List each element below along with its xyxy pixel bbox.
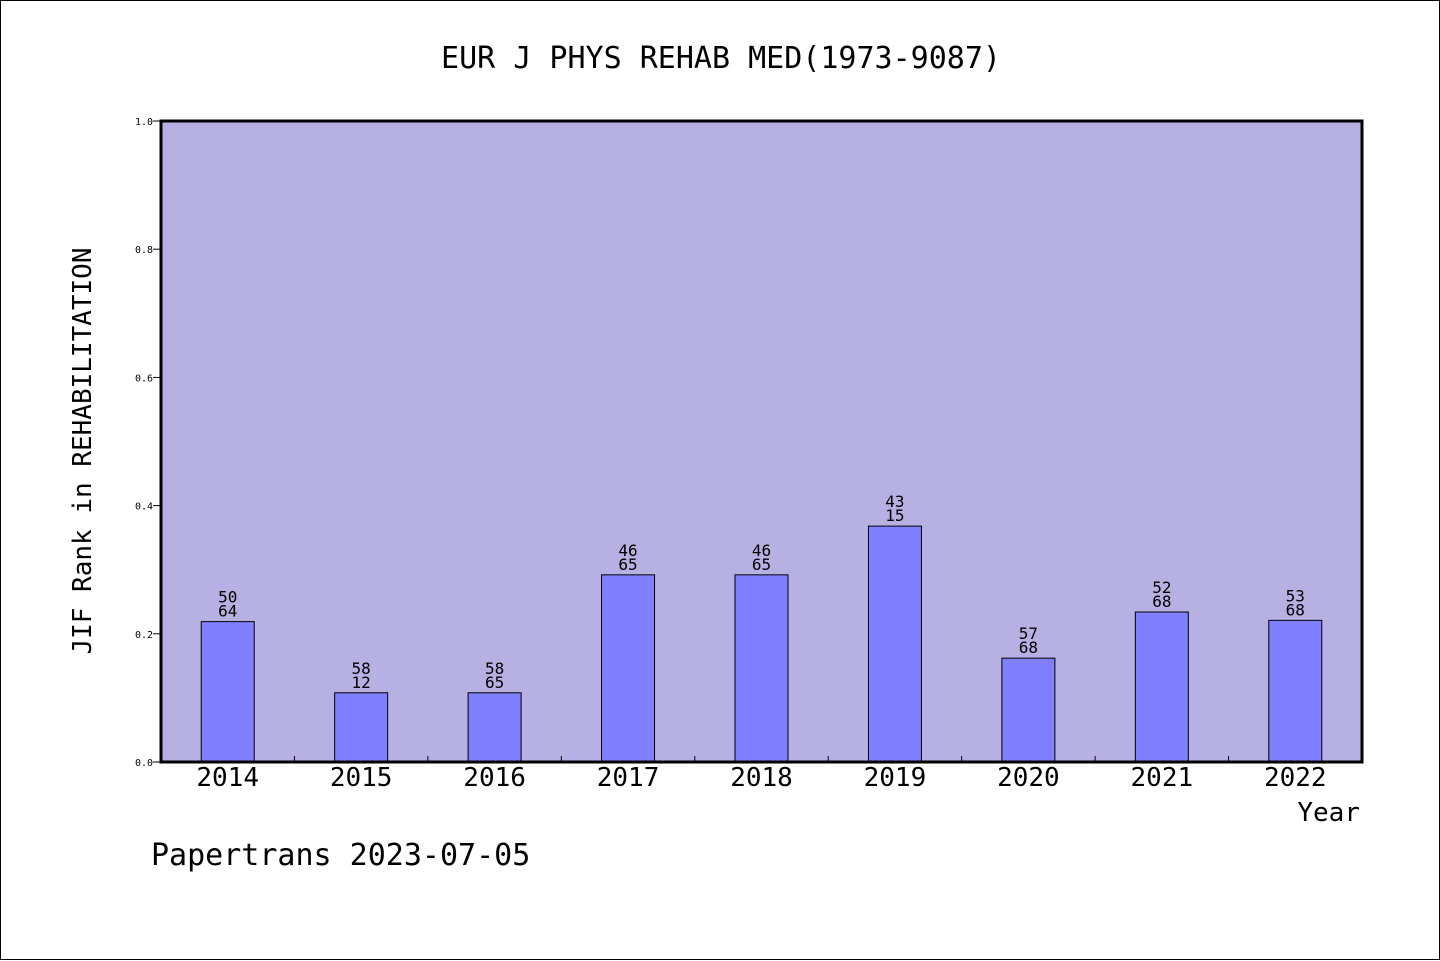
y-tick-label: 0.6: [135, 373, 153, 384]
y-tick-label: 0.8: [135, 245, 153, 256]
bar-label-total: 15: [885, 506, 904, 525]
plot-border: [159, 119, 1364, 764]
x-tick-label: 2017: [597, 763, 660, 793]
bar-label-rank: 46: [752, 541, 771, 560]
y-tick-label: 0.2: [135, 630, 153, 641]
bar-label-total: 68: [1019, 638, 1038, 657]
bar: [200, 621, 255, 763]
y-tick-label: 0.0: [135, 758, 153, 769]
bar: [467, 692, 522, 763]
bar-label-rank: 58: [485, 659, 504, 678]
bar-label-rank: 50: [218, 588, 237, 607]
x-tick-label: 2022: [1264, 763, 1327, 793]
y-tick-label: 0.4: [135, 502, 153, 513]
bar: [601, 574, 656, 763]
x-tick-label: 2014: [196, 763, 259, 793]
bar: [867, 525, 922, 763]
x-axis-ticks: 2014 2015 2016 2017 2018 2019 2020 2021 2022: [196, 756, 1327, 793]
bar: [1001, 657, 1056, 763]
bar-label-total: 65: [485, 673, 504, 692]
y-tick-label: 1.0: [135, 117, 153, 128]
bar-label-total: 64: [218, 602, 237, 621]
x-axis-label: Year: [1297, 798, 1360, 828]
bar-label-rank: 43: [885, 492, 904, 511]
bar-label-rank: 52: [1152, 578, 1171, 597]
bars: [200, 525, 1323, 763]
bar: [1134, 611, 1189, 763]
x-tick-label: 2020: [997, 763, 1060, 793]
bar-label-rank: 53: [1286, 586, 1305, 605]
bar-label-total: 65: [752, 555, 771, 574]
bar: [734, 574, 789, 763]
y-axis-ticks: 0.0 0.2 0.4 0.6 0.8 1.0: [135, 117, 161, 769]
bar-label-total: 65: [618, 555, 637, 574]
bar: [1268, 619, 1323, 763]
bar-label-total: 68: [1286, 600, 1305, 619]
x-tick-label: 2021: [1131, 763, 1194, 793]
chart-title: EUR J PHYS REHAB MED(1973-9087): [441, 41, 1001, 76]
bar: [334, 692, 389, 763]
x-tick-label: 2019: [864, 763, 927, 793]
bar-label-rank: 46: [618, 541, 637, 560]
bar-label-rank: 58: [352, 659, 371, 678]
bar-label-rank: 57: [1019, 624, 1038, 643]
x-tick-label: 2016: [463, 763, 526, 793]
footer-credit: Papertrans 2023-07-05: [151, 838, 530, 873]
bar-label-total: 12: [352, 673, 371, 692]
x-tick-label: 2018: [730, 763, 793, 793]
x-tick-label: 2015: [330, 763, 393, 793]
y-axis-label: JIF Rank in REHABILITATION: [68, 248, 98, 655]
bar-label-total: 68: [1152, 592, 1171, 611]
